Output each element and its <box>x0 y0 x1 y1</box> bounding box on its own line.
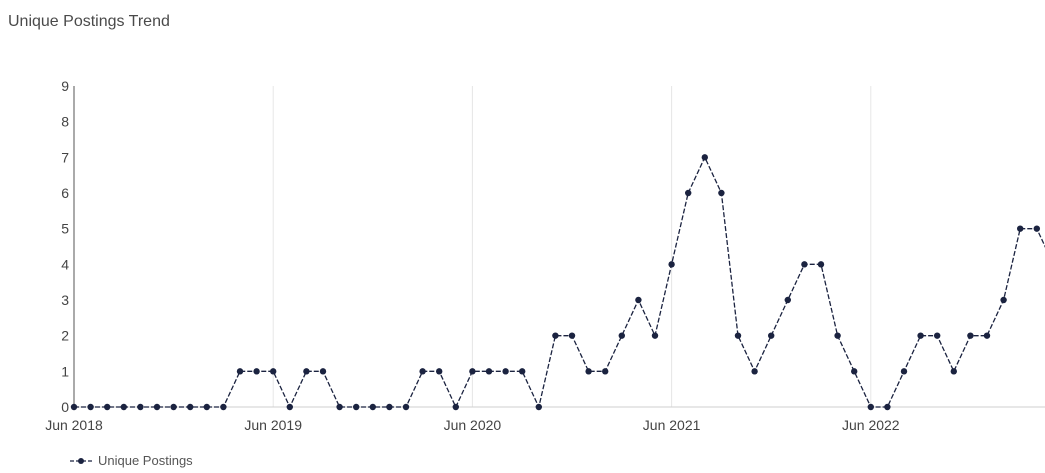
x-tick-label: Jun 2020 <box>444 417 502 433</box>
data-point <box>685 189 692 197</box>
data-point <box>104 403 111 411</box>
series-line-unique-postings <box>74 155 1045 409</box>
data-point <box>137 403 144 411</box>
data-point <box>153 403 161 411</box>
data-point <box>452 403 459 411</box>
data-point <box>983 332 991 339</box>
data-point <box>353 403 360 411</box>
legend[interactable]: Unique Postings <box>70 453 193 468</box>
data-point <box>668 261 675 268</box>
data-point <box>967 332 974 339</box>
data-point <box>552 332 559 339</box>
legend-label: Unique Postings <box>98 453 193 468</box>
y-tick-label: 2 <box>61 328 69 344</box>
data-point <box>651 332 659 339</box>
data-point <box>701 154 708 161</box>
data-point <box>618 332 625 339</box>
data-point <box>900 368 908 375</box>
data-point <box>535 403 542 411</box>
y-tick-label: 6 <box>61 185 69 201</box>
data-point <box>734 332 742 339</box>
data-point <box>834 332 841 339</box>
data-point <box>502 368 509 375</box>
x-tick-label: Jun 2021 <box>643 417 701 433</box>
data-point <box>469 368 476 375</box>
y-tick-label: 1 <box>61 363 69 379</box>
data-point <box>568 332 576 339</box>
data-point <box>70 403 78 411</box>
data-point <box>602 368 609 375</box>
data-point <box>784 296 791 304</box>
data-point <box>635 296 642 304</box>
data-point <box>519 368 526 375</box>
y-tick-label: 8 <box>61 114 69 130</box>
y-tick-label: 5 <box>61 221 69 237</box>
legend-line-marker-icon <box>70 457 92 464</box>
data-point <box>236 368 244 375</box>
data-point <box>336 403 343 411</box>
y-tick-label: 4 <box>61 256 69 272</box>
data-point <box>187 403 194 411</box>
data-point <box>220 403 227 411</box>
line-chart: 0 1 2 3 4 5 6 7 8 9 Jun 2018 Jun 2019 Jun 2020 Jun 20… <box>45 78 1045 433</box>
data-point <box>934 332 941 339</box>
data-point <box>867 403 874 411</box>
data-point <box>485 368 493 375</box>
x-tick-label: Jun 2019 <box>244 417 302 433</box>
data-point <box>851 368 858 375</box>
x-tick-label: Jun 2022 <box>842 417 900 433</box>
data-point <box>585 368 592 375</box>
data-point <box>369 403 376 411</box>
data-point <box>270 368 277 375</box>
data-point <box>917 332 924 339</box>
data-point <box>950 368 957 375</box>
chart-title: Unique Postings Trend <box>8 13 170 30</box>
y-tick-label: 9 <box>61 78 69 94</box>
data-point <box>419 368 426 375</box>
data-point <box>718 189 725 197</box>
data-point <box>170 403 177 411</box>
data-point <box>1000 296 1007 304</box>
data-point <box>253 368 260 375</box>
data-point <box>286 403 293 411</box>
data-point <box>386 403 393 411</box>
data-point <box>801 261 808 268</box>
data-point <box>120 403 128 411</box>
data-point <box>751 368 758 375</box>
data-point <box>817 261 825 268</box>
y-tick-label: 7 <box>61 149 69 165</box>
data-point <box>768 332 775 339</box>
data-point <box>1017 225 1024 232</box>
data-point <box>402 403 410 411</box>
data-point <box>884 403 891 411</box>
data-point <box>1033 225 1041 232</box>
data-point <box>203 403 210 411</box>
data-point <box>319 368 327 375</box>
data-point <box>303 368 310 375</box>
y-tick-label: 3 <box>61 292 69 308</box>
data-point <box>87 403 94 411</box>
x-tick-label: Jun 2018 <box>45 417 103 433</box>
data-point <box>436 368 443 375</box>
y-tick-label: 0 <box>61 399 69 415</box>
